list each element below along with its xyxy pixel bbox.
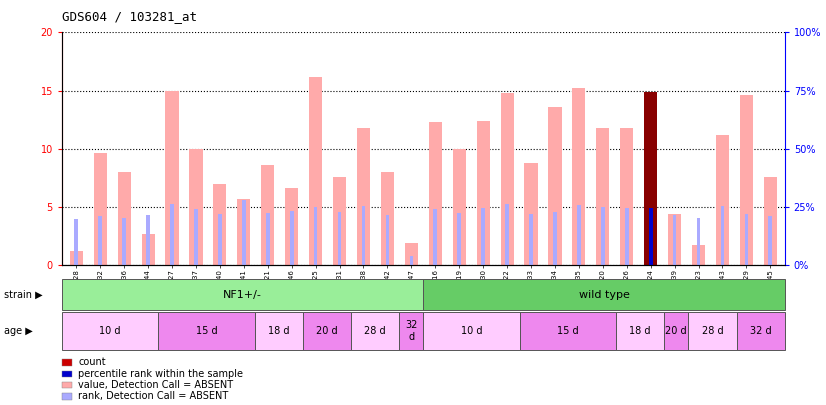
Bar xyxy=(290,211,293,265)
Bar xyxy=(338,212,341,265)
Bar xyxy=(664,312,688,350)
Bar xyxy=(314,207,317,265)
Bar xyxy=(357,128,370,265)
Bar xyxy=(399,312,423,350)
Bar xyxy=(117,172,131,265)
Bar xyxy=(596,128,610,265)
Bar xyxy=(386,215,389,265)
Bar xyxy=(303,312,351,350)
Text: count: count xyxy=(78,358,106,367)
Bar xyxy=(577,205,581,265)
Bar xyxy=(141,234,154,265)
Bar xyxy=(716,135,729,265)
Bar xyxy=(237,199,250,265)
Bar xyxy=(62,312,159,350)
Bar xyxy=(720,206,724,265)
Bar xyxy=(381,172,394,265)
Bar xyxy=(170,204,174,265)
Bar xyxy=(74,219,78,265)
Text: 28 d: 28 d xyxy=(701,326,724,336)
Bar xyxy=(405,243,418,265)
Text: 10 d: 10 d xyxy=(461,326,482,336)
Bar xyxy=(333,177,346,265)
Bar xyxy=(768,216,772,265)
Bar xyxy=(668,214,681,265)
Bar xyxy=(625,208,629,265)
Bar xyxy=(122,217,126,265)
Bar xyxy=(146,215,150,265)
Bar xyxy=(737,312,785,350)
Bar xyxy=(362,206,365,265)
Bar xyxy=(434,209,437,265)
Bar xyxy=(410,256,413,265)
Text: GDS604 / 103281_at: GDS604 / 103281_at xyxy=(62,10,197,23)
Text: 32 d: 32 d xyxy=(750,326,771,336)
Bar xyxy=(423,279,785,310)
Bar xyxy=(644,92,657,265)
Bar xyxy=(218,214,221,265)
Text: 15 d: 15 d xyxy=(196,326,217,336)
Bar xyxy=(261,165,274,265)
Bar xyxy=(529,214,533,265)
Bar xyxy=(672,215,676,265)
Bar xyxy=(266,213,269,265)
Bar xyxy=(601,207,605,265)
Text: rank, Detection Call = ABSENT: rank, Detection Call = ABSENT xyxy=(78,392,229,401)
Text: 28 d: 28 d xyxy=(364,326,386,336)
Bar xyxy=(572,88,586,265)
Bar xyxy=(165,91,178,265)
Bar xyxy=(506,204,509,265)
Text: strain ▶: strain ▶ xyxy=(4,290,43,300)
Bar xyxy=(688,312,737,350)
Bar xyxy=(159,312,254,350)
Bar xyxy=(553,212,557,265)
Bar xyxy=(93,153,107,265)
Bar xyxy=(525,163,538,265)
Text: age ▶: age ▶ xyxy=(4,326,33,336)
Bar xyxy=(285,188,298,265)
Bar xyxy=(740,95,753,265)
Bar xyxy=(744,214,748,265)
Bar xyxy=(692,245,705,265)
Bar xyxy=(62,279,423,310)
Bar xyxy=(351,312,399,350)
Bar xyxy=(696,217,700,265)
Bar xyxy=(764,177,777,265)
Text: 20 d: 20 d xyxy=(666,326,687,336)
Bar xyxy=(453,149,466,265)
Text: percentile rank within the sample: percentile rank within the sample xyxy=(78,369,244,379)
Bar xyxy=(477,121,490,265)
Text: 10 d: 10 d xyxy=(99,326,121,336)
Bar xyxy=(520,312,616,350)
Bar xyxy=(69,251,83,265)
Bar xyxy=(501,93,514,265)
Text: 20 d: 20 d xyxy=(316,326,338,336)
Bar xyxy=(189,149,202,265)
Bar xyxy=(98,216,102,265)
Bar xyxy=(649,208,653,265)
Bar xyxy=(194,209,197,265)
Bar xyxy=(458,213,461,265)
Text: 18 d: 18 d xyxy=(268,326,290,336)
Text: value, Detection Call = ABSENT: value, Detection Call = ABSENT xyxy=(78,380,234,390)
Text: 32
d: 32 d xyxy=(405,320,417,342)
Bar xyxy=(429,122,442,265)
Text: 18 d: 18 d xyxy=(629,326,651,336)
Text: 15 d: 15 d xyxy=(557,326,579,336)
Bar xyxy=(254,312,303,350)
Bar xyxy=(548,107,562,265)
Bar xyxy=(423,312,520,350)
Bar xyxy=(242,200,245,265)
Bar xyxy=(616,312,664,350)
Bar xyxy=(482,208,485,265)
Text: NF1+/-: NF1+/- xyxy=(223,290,262,300)
Bar xyxy=(620,128,634,265)
Bar xyxy=(309,77,322,265)
Text: wild type: wild type xyxy=(578,290,629,300)
Bar xyxy=(213,184,226,265)
